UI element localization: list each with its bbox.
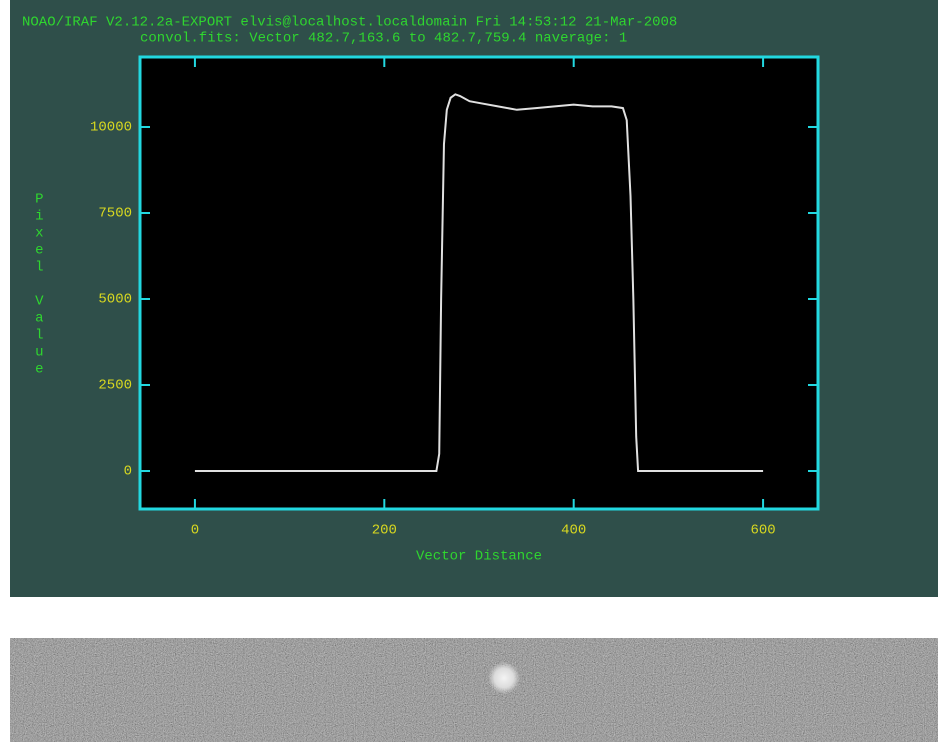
title: NOAO/IRAF V2.12.2a-EXPORT elvis@localhos… (22, 15, 677, 31)
star (488, 662, 520, 694)
y-tick-label: 10000 (90, 120, 132, 136)
plot-area (140, 57, 818, 509)
x-axis-label: Vector Distance (416, 549, 542, 565)
x-tick-label: 600 (750, 523, 775, 539)
y-axis-label: Pixel Value (31, 192, 47, 379)
subtitle: convol.fits: Vector 482.7,163.6 to 482.7… (140, 31, 627, 47)
y-tick-label: 0 (124, 464, 132, 480)
image-strip (10, 638, 938, 742)
x-tick-label: 400 (561, 523, 586, 539)
x-tick-label: 200 (372, 523, 397, 539)
y-tick-label: 2500 (98, 378, 132, 394)
screenshot: NOAO/IRAF V2.12.2a-EXPORT elvis@localhos… (0, 0, 939, 742)
y-tick-label: 5000 (98, 292, 132, 308)
x-tick-label: 0 (191, 523, 199, 539)
y-tick-label: 7500 (98, 206, 132, 222)
